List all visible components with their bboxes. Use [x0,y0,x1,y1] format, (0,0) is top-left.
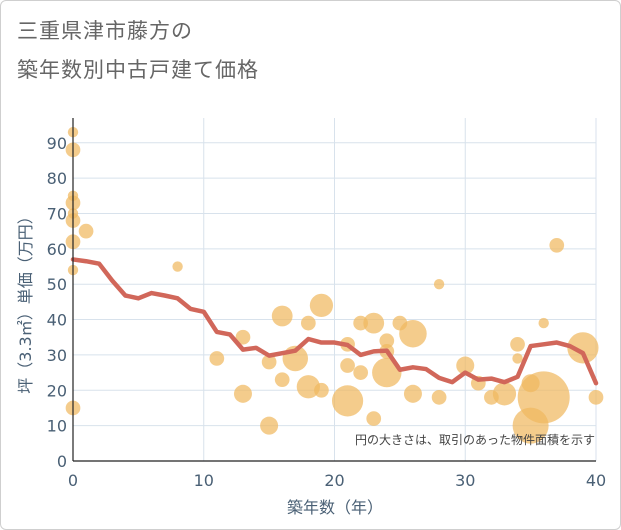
y-tick-label: 90 [47,134,67,153]
bubble-layer [65,126,604,444]
data-bubble [379,333,395,349]
data-bubble [431,389,447,405]
data-bubble [340,358,355,373]
chart-annotation: 円の大きさは、取引のあった物件面積を示す [355,432,595,447]
y-axis-label: 坪（3.3㎡）単価（万円） [16,208,35,393]
data-bubble [274,372,290,388]
data-bubble [484,389,499,405]
data-bubble [512,353,523,364]
x-tick-label: 10 [194,471,214,490]
data-bubble [521,374,540,393]
chart-title-line2: 築年数別中古戸建て価格 [17,58,259,82]
data-bubble [549,237,565,253]
chart-title-line1: 三重県津市藤方の [17,19,193,43]
data-bubble [235,329,251,345]
y-tick-label: 20 [47,381,67,400]
data-bubble [172,261,183,272]
data-bubble [233,384,252,403]
axes: 0 10 20 30 40 50 60 70 80 90 0 10 20 30 40 [47,118,606,490]
x-tick-label: 0 [68,471,78,490]
data-bubble [271,305,293,327]
x-tick-label: 20 [324,471,344,490]
data-bubble [331,385,364,417]
data-bubble [209,351,225,366]
data-bubble [392,315,408,331]
trend-line [70,257,599,386]
data-bubble [433,278,445,290]
data-bubble [314,382,329,398]
data-bubble [300,315,316,331]
data-bubble [353,315,369,331]
y-tick-label: 60 [47,240,67,259]
grid-lines [72,118,597,462]
y-tick-label: 10 [47,417,67,436]
data-bubble [296,375,320,399]
x-axis-label: 築年数（年） [287,498,383,517]
data-bubble [403,384,422,403]
y-tick-label: 70 [47,204,67,223]
data-bubble [260,416,279,435]
data-bubble [567,332,599,364]
data-bubble [366,411,382,426]
data-bubble [588,389,604,405]
data-bubble [261,354,277,370]
data-bubble [456,356,475,375]
x-tick-label: 30 [455,471,475,490]
y-tick-label: 0 [57,452,67,471]
y-tick-label: 50 [47,275,67,294]
y-tick-label: 80 [47,169,67,188]
data-bubble [538,317,549,329]
data-bubble [512,407,549,444]
trend-layer [70,257,599,386]
data-bubble [309,293,334,318]
y-tick-label: 40 [47,311,67,330]
data-bubble [78,223,94,239]
data-bubble [510,336,525,352]
data-bubble [492,382,517,406]
data-bubble [363,312,385,334]
y-tick-label: 30 [47,346,67,365]
x-tick-label: 40 [586,471,606,490]
data-bubble [353,365,369,380]
